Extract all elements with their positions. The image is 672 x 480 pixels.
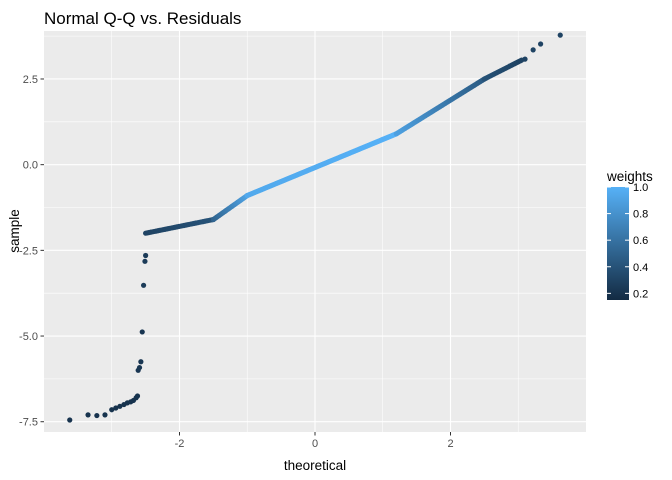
- y-tick-label: -5.0: [19, 331, 38, 343]
- data-point: [538, 41, 544, 47]
- data-point: [117, 403, 123, 409]
- data-point: [142, 258, 148, 264]
- y-axis-title: sample: [7, 209, 22, 253]
- x-tick-label: 2: [447, 438, 453, 450]
- data-points: [67, 32, 563, 423]
- chart-title: Normal Q-Q vs. Residuals: [44, 9, 241, 28]
- y-tick-label: 0.0: [23, 160, 38, 172]
- data-point: [530, 47, 536, 53]
- y-axis-ticks: -7.5 -5.0 -2.5 0.0 2.5: [19, 74, 44, 429]
- colorbar-tick-label: 1.0: [633, 182, 648, 194]
- y-tick-label: -7.5: [19, 417, 38, 429]
- x-tick-label: -2: [175, 438, 185, 450]
- x-axis-title: theoretical: [284, 458, 346, 473]
- x-tick-label: 0: [312, 438, 318, 450]
- data-point: [113, 405, 119, 411]
- data-point: [140, 282, 147, 288]
- x-axis-ticks: -2 0 2: [175, 432, 454, 450]
- y-tick-label: -2.5: [19, 245, 38, 257]
- data-point: [109, 407, 115, 413]
- y-tick-label: 2.5: [23, 74, 38, 86]
- data-point: [85, 412, 91, 418]
- data-point: [557, 32, 563, 38]
- colorbar-tick-label: 0.6: [633, 235, 648, 247]
- data-point: [519, 57, 525, 63]
- data-point: [143, 252, 149, 259]
- data-point: [102, 412, 108, 418]
- legend-title: weights: [606, 169, 653, 184]
- data-point: [139, 329, 145, 335]
- data-point: [134, 393, 141, 399]
- data-point: [94, 412, 100, 419]
- colorbar-ticks: 0.2 0.4 0.6 0.8 1.0: [607, 182, 648, 300]
- colorbar: [607, 187, 629, 300]
- data-point: [136, 364, 143, 371]
- major-gridlines: [44, 31, 586, 432]
- data-point: [67, 417, 73, 423]
- data-point: [138, 359, 144, 365]
- weights-legend: weights 0.2 0.4 0.6 0.8 1.0: [606, 169, 653, 300]
- colorbar-tick-label: 0.4: [633, 262, 648, 274]
- colorbar-tick-label: 0.2: [633, 288, 648, 300]
- colorbar-tick-label: 0.8: [633, 209, 648, 221]
